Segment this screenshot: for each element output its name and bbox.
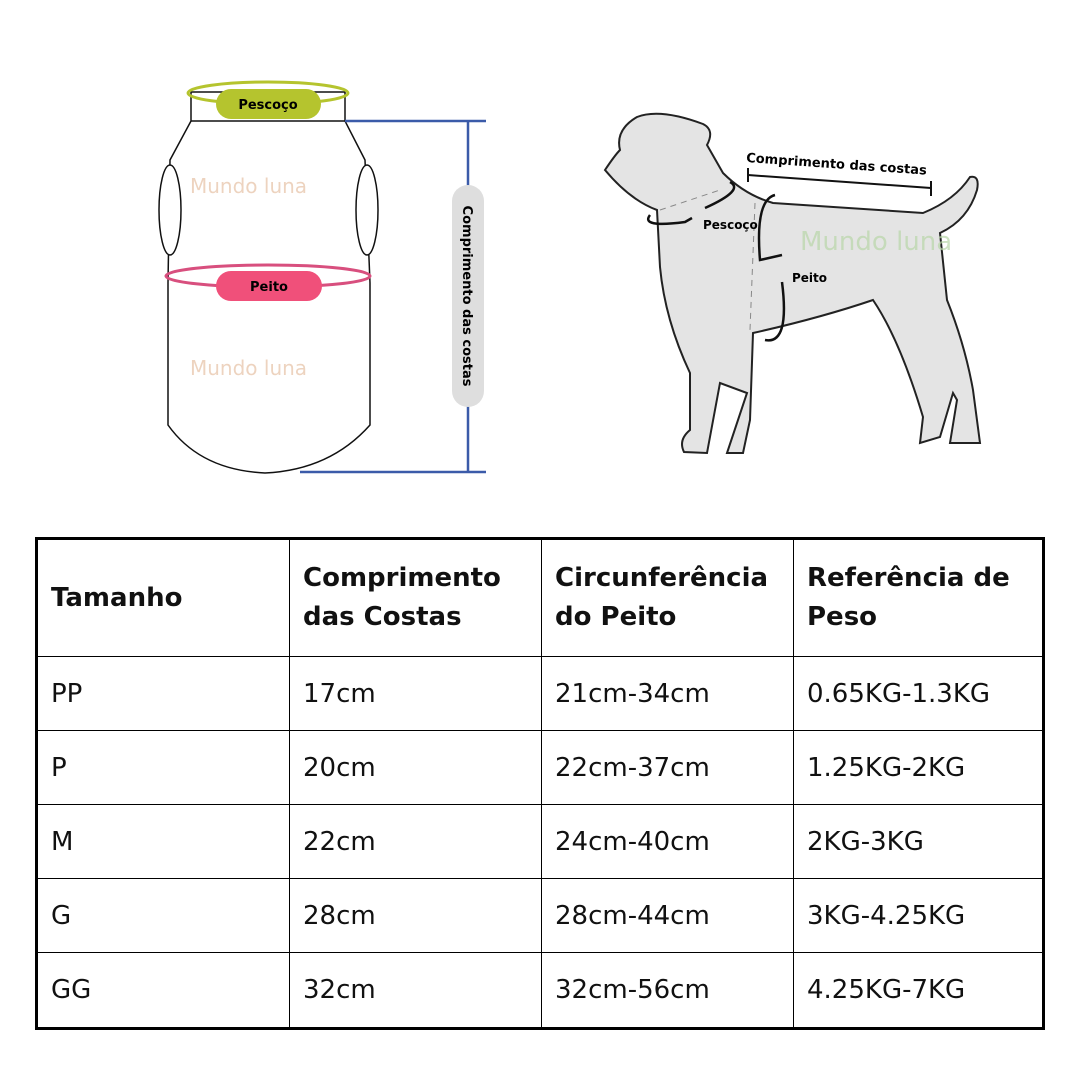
- cell-back-length: 32cm: [290, 953, 542, 1027]
- chest-label-pill: [216, 271, 322, 301]
- shirt-neck-label: Pescoço: [238, 98, 297, 113]
- cell-back-length: 17cm: [290, 657, 542, 731]
- dog-length-bracket: [747, 168, 932, 196]
- dog-chest-label: Peito: [792, 271, 827, 285]
- cell-weight: 4.25KG-7KG: [807, 975, 966, 1005]
- shirt-watermark-2: Mundo luna: [190, 356, 307, 380]
- dog-length-label: Comprimento das costas: [746, 151, 928, 179]
- header-back-length: Comprimento das Costas: [290, 540, 542, 657]
- cell-chest: 32cm-56cm: [542, 953, 794, 1027]
- dog-neck-label: Pescoço: [703, 218, 758, 232]
- header-size: Tamanho: [38, 540, 290, 657]
- cell-back-length: 20cm: [290, 731, 542, 805]
- cell-chest: 28cm-44cm: [542, 879, 794, 953]
- cell-chest: 21cm-34cm: [542, 657, 794, 731]
- cell-size: G: [38, 879, 290, 953]
- dog-watermark: Mundo luna: [800, 227, 952, 257]
- shirt-chest-label: Peito: [250, 280, 288, 295]
- cell-weight: 2KG-3KG: [794, 805, 1042, 879]
- length-label-pill: [452, 185, 484, 407]
- cell-size: M: [38, 805, 290, 879]
- cell-chest: 24cm-40cm: [542, 805, 794, 879]
- neck-label-pill: [216, 89, 321, 119]
- header-weight: Referência de Peso: [794, 540, 1042, 657]
- dog-silhouette: [603, 112, 982, 455]
- header-chest: Circunferência do Peito: [542, 540, 794, 657]
- cell-weight: 1.25KG-2KG: [794, 731, 1042, 805]
- cell-size: P: [38, 731, 290, 805]
- neck-arrow-icon: [647, 180, 736, 226]
- cell-size: PP: [38, 657, 290, 731]
- cell-weight: 3KG-4.25KG: [794, 879, 1042, 953]
- cell-back-length: 22cm: [290, 805, 542, 879]
- cell-chest: 22cm-37cm: [542, 731, 794, 805]
- chest-arrow-icon: [757, 193, 786, 342]
- shirt-watermark-1: Mundo luna: [190, 174, 307, 198]
- size-table: Tamanho Comprimento das Costas Circunfer…: [35, 537, 1045, 1030]
- cell-size: GG: [38, 953, 290, 1027]
- size-diagram: Pescoço Peito Mundo luna Mundo luna Comp…: [158, 80, 982, 474]
- cell-back-length: 28cm: [290, 879, 542, 953]
- shirt-length-label: Comprimento das costas: [459, 206, 474, 387]
- cell-weight: 0.65KG-1.3KG: [794, 657, 1042, 731]
